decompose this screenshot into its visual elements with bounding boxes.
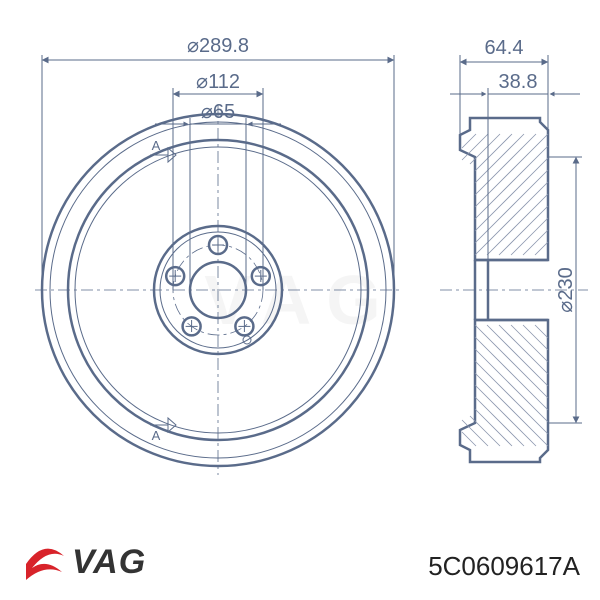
dim-overall-width-value: 64.4 [485,37,524,59]
dim-drum-id-value: ⌀230 [555,267,577,312]
section-label-a-bottom: A [152,428,161,443]
brand-logo: VAG [22,542,146,582]
dim-offset-width: 38.8 [450,71,580,260]
dim-offset-width-value: 38.8 [499,71,538,93]
dim-bolt-circle-value: ⌀112 [196,71,240,93]
dim-hub-bore-value: ⌀65 [201,101,235,123]
side-view: 64.4 38.8 ⌀230 [440,37,588,462]
technical-drawing: ⌀289.8 ⌀112 ⌀65 A A [0,0,600,600]
dim-outer-diameter-value: ⌀289.8 [187,35,249,57]
front-view: ⌀289.8 ⌀112 ⌀65 A A [35,35,400,475]
part-number: 5C0609617A [428,551,580,582]
brand-swoosh-icon [22,542,66,582]
dim-drum-id: ⌀230 [548,157,582,423]
section-label-a-top: A [152,138,161,153]
brand-name: VAG [72,543,146,582]
